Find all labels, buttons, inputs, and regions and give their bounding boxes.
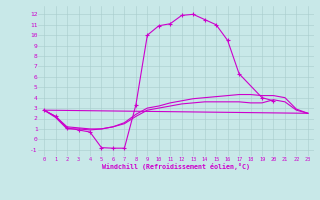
X-axis label: Windchill (Refroidissement éolien,°C): Windchill (Refroidissement éolien,°C) — [102, 163, 250, 170]
